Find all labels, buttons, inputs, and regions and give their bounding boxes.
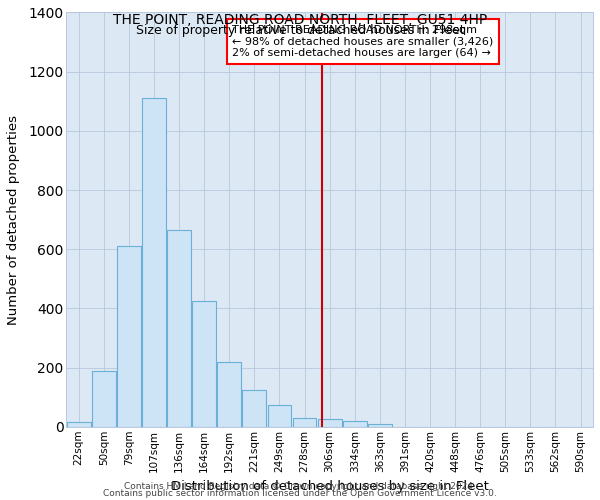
Bar — [268, 404, 292, 427]
Bar — [192, 301, 216, 427]
Text: THE POINT READING ROAD NORTH: 298sqm
← 98% of detached houses are smaller (3,426: THE POINT READING ROAD NORTH: 298sqm ← 9… — [232, 25, 493, 58]
Bar — [217, 362, 241, 427]
X-axis label: Distribution of detached houses by size in Fleet: Distribution of detached houses by size … — [170, 480, 488, 493]
Bar — [117, 246, 141, 427]
Bar — [368, 424, 392, 427]
Text: Contains HM Land Registry data © Crown copyright and database right 2024.: Contains HM Land Registry data © Crown c… — [124, 482, 476, 491]
Bar — [167, 230, 191, 427]
Bar — [92, 370, 116, 427]
Text: Contains public sector information licensed under the Open Government Licence v3: Contains public sector information licen… — [103, 490, 497, 498]
Bar — [293, 418, 316, 427]
Bar — [142, 98, 166, 427]
Bar — [318, 420, 341, 427]
Text: THE POINT, READING ROAD NORTH, FLEET, GU51 4HP: THE POINT, READING ROAD NORTH, FLEET, GU… — [113, 12, 487, 26]
Bar — [67, 422, 91, 427]
Text: Size of property relative to detached houses in Fleet: Size of property relative to detached ho… — [136, 24, 464, 37]
Bar — [242, 390, 266, 427]
Bar — [343, 421, 367, 427]
Y-axis label: Number of detached properties: Number of detached properties — [7, 114, 20, 324]
